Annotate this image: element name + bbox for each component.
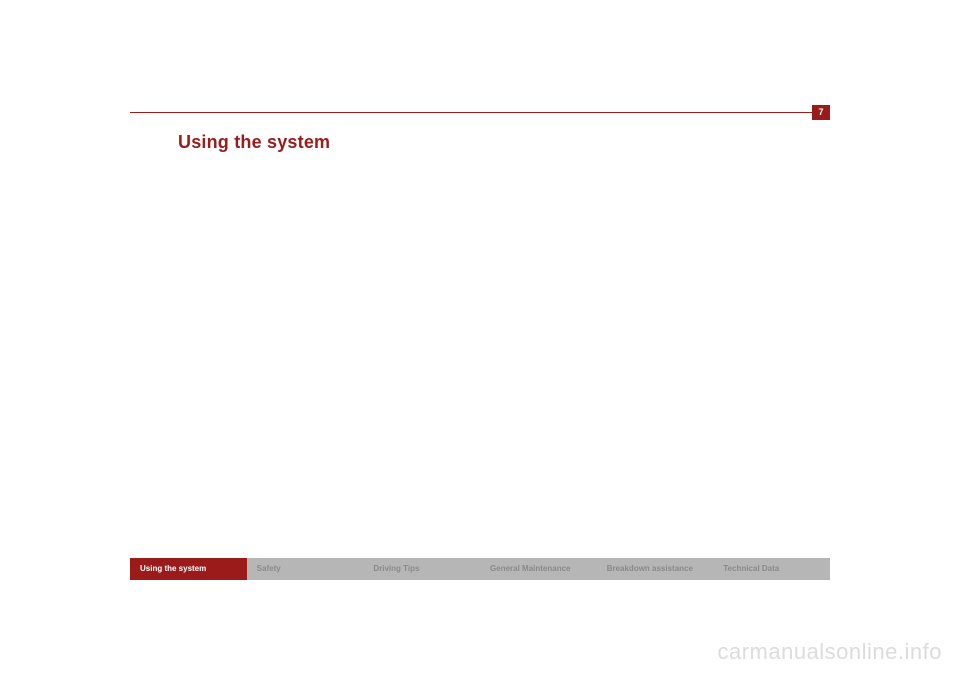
tab-driving-tips[interactable]: Driving Tips: [363, 558, 480, 580]
watermark: carmanualsonline.info: [717, 639, 942, 665]
tab-safety[interactable]: Safety: [247, 558, 364, 580]
footer-tabs: Using the system Safety Driving Tips Gen…: [130, 558, 830, 580]
section-title: Using the system: [178, 132, 330, 153]
tab-breakdown-assistance[interactable]: Breakdown assistance: [597, 558, 714, 580]
page: 7 Using the system Using the system Safe…: [0, 0, 960, 679]
page-number-badge: 7: [812, 105, 830, 120]
tab-using-the-system[interactable]: Using the system: [130, 558, 247, 580]
header-rule: [130, 112, 830, 113]
tab-general-maintenance[interactable]: General Maintenance: [480, 558, 597, 580]
tab-technical-data[interactable]: Technical Data: [713, 558, 830, 580]
